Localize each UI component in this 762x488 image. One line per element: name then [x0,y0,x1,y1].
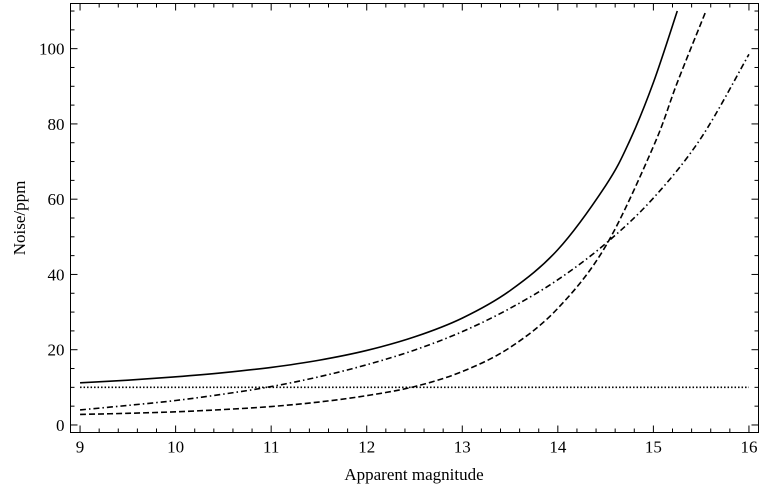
x-tick-label: 15 [645,438,662,457]
data-series [79,10,750,416]
x-tick-label: 10 [167,438,184,457]
y-tick-label: 80 [48,115,65,134]
tick-labels: 9 10 11 12 13 14 15 16 0 20 40 60 80 100 [39,40,757,457]
y-tick-label: 0 [56,416,65,435]
x-tick-label: 16 [740,438,757,457]
series-line-dashed [80,10,707,416]
x-tick-label: 9 [76,438,85,457]
x-tick-label: 12 [358,438,375,457]
series-line-solid [80,10,679,384]
y-tick-label: 20 [48,341,65,360]
plot-frame [70,3,759,433]
y-tick-label: 60 [48,190,65,209]
y-tick-label: 100 [39,40,65,59]
y-tick-label: 40 [48,265,65,284]
y-axis-label: Noise/ppm [10,181,29,256]
x-axis-label: Apparent magnitude [344,465,483,484]
x-tick-label: 13 [454,438,471,457]
x-tick-label: 14 [549,438,567,457]
series-line-dash-dot [79,53,750,411]
axis-ticks [70,3,759,433]
x-tick-label: 11 [263,438,279,457]
